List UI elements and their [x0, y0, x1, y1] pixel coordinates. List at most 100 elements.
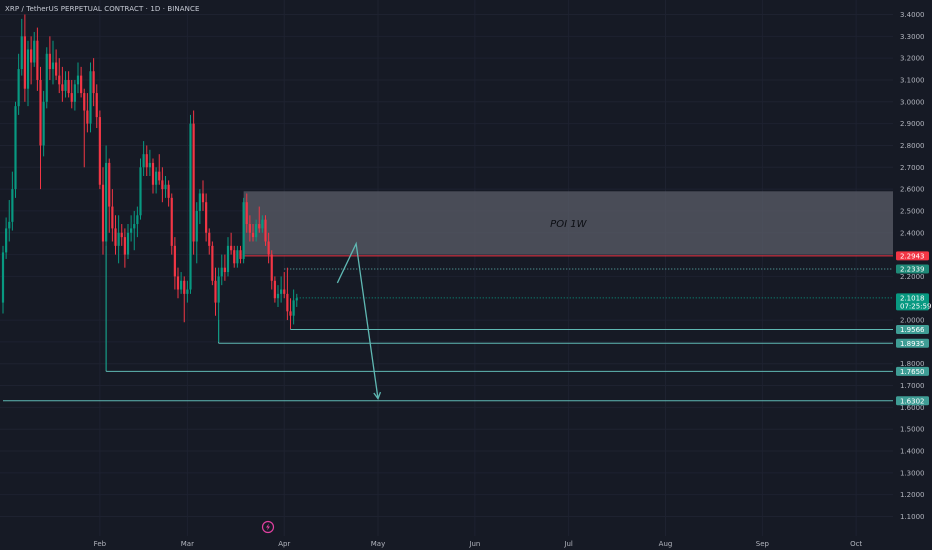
- level-badge-text: 2.2339: [900, 266, 925, 274]
- candle-body: [64, 79, 67, 91]
- candle-body: [214, 280, 217, 303]
- exchange: BINANCE: [163, 5, 200, 13]
- y-tick-label: 2.7000: [900, 164, 925, 172]
- candle-body: [76, 75, 80, 85]
- candle-body: [192, 123, 195, 242]
- candle-body: [101, 184, 105, 242]
- candle-body: [173, 245, 176, 277]
- projection-path: [336, 241, 379, 399]
- y-tick-label: 1.7000: [900, 382, 925, 390]
- candle-body: [195, 210, 198, 242]
- candle-body: [230, 245, 233, 251]
- y-tick-label: 3.1000: [900, 76, 925, 84]
- y-tick-label: 2.4000: [900, 229, 925, 237]
- candle-body: [198, 193, 201, 211]
- y-tick-label: 3.3000: [900, 33, 925, 41]
- x-tick-label: Jul: [563, 540, 573, 548]
- candle-body: [126, 232, 130, 255]
- candle-body: [233, 250, 236, 264]
- candle-body: [270, 254, 273, 281]
- candle-body: [108, 162, 111, 207]
- lightning-icon[interactable]: [261, 520, 275, 534]
- current-price-badge-text: 2.1018: [900, 294, 925, 302]
- candle-body: [242, 202, 245, 259]
- candle-body: [17, 69, 20, 107]
- candle-body: [70, 93, 73, 102]
- candle-body: [286, 293, 289, 312]
- candle-body: [189, 123, 192, 290]
- x-tick-label: Apr: [278, 540, 290, 548]
- candle-body: [92, 71, 95, 94]
- candle-body: [111, 206, 114, 229]
- candle-body: [123, 237, 126, 255]
- candle-body: [180, 280, 183, 290]
- level-badge-text: 1.6302: [900, 397, 925, 405]
- candle-body: [211, 245, 214, 281]
- grid: [0, 0, 893, 536]
- candle-body: [48, 53, 51, 70]
- candle-body: [58, 75, 61, 85]
- candle-body: [67, 79, 70, 94]
- y-tick-label: 3.2000: [900, 55, 925, 63]
- candle-body: [130, 228, 133, 233]
- candle-body: [83, 93, 86, 111]
- level-badge-box: [896, 251, 929, 261]
- candle-body: [55, 62, 58, 76]
- candle-body: [11, 189, 14, 222]
- candle-body: [183, 280, 186, 294]
- candle-body: [220, 267, 223, 277]
- candle-body: [276, 293, 280, 299]
- candle-body: [89, 71, 92, 124]
- candle-body: [30, 49, 33, 63]
- candle-body: [5, 228, 8, 253]
- level-badge-text: 1.9566: [900, 326, 925, 334]
- candle-body: [73, 84, 76, 102]
- candle-body: [186, 289, 189, 294]
- poi-zone-label: POI 1W: [550, 219, 587, 230]
- candles: [1, 14, 298, 371]
- candle-body: [292, 300, 295, 316]
- y-tick-label: 2.5000: [900, 207, 925, 215]
- y-tick-label: 1.8000: [900, 360, 925, 368]
- candle-body: [98, 117, 101, 185]
- level-badge-text: 1.7650: [900, 368, 925, 376]
- candle-body: [164, 184, 167, 190]
- y-tick-label: 1.6000: [900, 404, 925, 412]
- candle-body: [36, 40, 39, 80]
- time-axis[interactable]: Feb Mar Apr May Jun Jul Aug Sep Oct: [94, 540, 863, 548]
- chart-header[interactable]: XRP / TetherUS PERPETUAL CONTRACT 1D BIN…: [5, 5, 199, 13]
- x-tick-label: May: [371, 540, 385, 548]
- candle-body: [139, 167, 142, 216]
- poi-zone-box: [243, 191, 893, 255]
- candle-body: [105, 162, 108, 242]
- y-tick-label: 3.0000: [900, 98, 925, 106]
- candle-body: [273, 280, 276, 299]
- candle-body: [80, 75, 83, 94]
- candle-body: [248, 224, 251, 233]
- candle-body: [145, 154, 148, 168]
- price-badges: 2.2943 2.2339 1.9566 1.8935 1.7650 1.6302 2.10…: [896, 251, 931, 406]
- candle-body: [117, 232, 120, 246]
- candle-body: [280, 289, 283, 294]
- candle-body: [208, 232, 211, 246]
- candle-body: [255, 224, 258, 238]
- candle-body: [33, 40, 36, 63]
- candle-body: [86, 110, 89, 124]
- candle-body: [161, 180, 164, 190]
- interval: 1D: [146, 5, 161, 13]
- x-tick-label: Feb: [94, 540, 107, 548]
- y-tick-label: 2.0000: [900, 317, 925, 325]
- candle-body: [236, 250, 239, 264]
- level-badge-box: [896, 338, 929, 348]
- candle-body: [283, 289, 286, 294]
- level-badge-text: 2.2943: [900, 252, 925, 260]
- x-tick-label: Jun: [468, 540, 480, 548]
- candle-body: [114, 228, 117, 246]
- symbol-name: XRP / TetherUS PERPETUAL CONTRACT: [5, 5, 144, 13]
- candle-body: [170, 197, 173, 246]
- candle-body: [95, 93, 98, 118]
- candle-body: [51, 62, 55, 70]
- y-tick-label: 2.9000: [900, 120, 925, 128]
